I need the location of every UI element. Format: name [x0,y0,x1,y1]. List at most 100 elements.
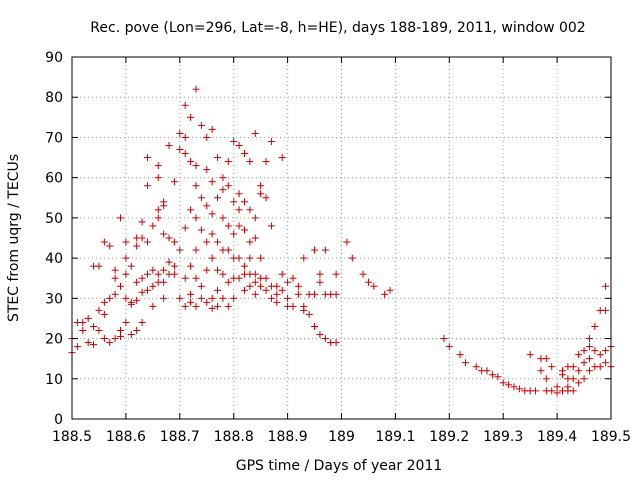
y-tick-label: 10 [45,372,63,388]
data-point [284,294,292,302]
data-point [440,335,448,343]
data-point [569,387,577,395]
data-point [246,158,254,166]
data-point [257,182,265,190]
data-point [246,206,254,214]
data-point [591,347,599,355]
data-point [510,383,518,391]
data-point [165,258,173,266]
data-point [461,359,469,367]
data-point [84,314,92,322]
data-point [580,359,588,367]
data-point [117,214,125,222]
data-point [203,133,211,141]
data-point [138,218,146,226]
data-point [230,294,238,302]
data-point [143,182,151,190]
grid-lines [72,57,611,419]
data-point [192,214,200,222]
data-point [370,282,378,290]
data-point [106,339,114,347]
data-point [300,254,308,262]
data-point [224,158,232,166]
data-point [585,343,593,351]
data-point [106,294,114,302]
data-point [192,182,200,190]
data-point [100,310,108,318]
data-point [95,306,103,314]
data-point [214,154,222,162]
data-point [208,304,216,312]
data-point [472,363,480,371]
data-point [192,162,200,170]
data-point [111,335,119,343]
data-point [214,286,222,294]
data-point [246,282,254,290]
data-point [257,190,265,198]
data-point [95,327,103,335]
data-point [165,234,173,242]
data-point [197,294,205,302]
data-point [192,302,200,310]
data-point [219,270,227,278]
data-point [100,335,108,343]
data-point [548,387,556,395]
data-point [230,230,238,238]
data-point [214,302,222,310]
data-point [100,238,108,246]
x-tick-label: 189.2 [429,429,469,445]
data-point [154,174,162,182]
data-point [240,226,248,234]
data-point [575,379,583,387]
data-point [117,333,125,341]
data-point [181,302,189,310]
data-point [278,154,286,162]
data-point [300,306,308,314]
data-point [289,302,297,310]
data-point [235,254,243,262]
data-point [214,194,222,202]
data-point [267,137,275,145]
data-point [111,266,119,274]
data-point [305,310,313,318]
data-point [208,125,216,133]
data-point [316,331,324,339]
data-point [127,331,135,339]
x-axis-label: GPS time / Days of year 2011 [236,458,443,474]
data-point [187,298,195,306]
data-point [100,298,108,306]
data-point [122,318,130,326]
data-point [149,282,157,290]
data-point [219,294,227,302]
data-point [575,367,583,375]
data-point [192,274,200,282]
data-point [251,270,259,278]
data-point [133,327,141,335]
data-point [257,282,265,290]
data-point [381,290,389,298]
data-point [240,198,248,206]
data-point [203,238,211,246]
data-point [176,294,184,302]
data-point [138,288,146,296]
data-point [149,266,157,274]
axes: 188.5 188.6 188.7 188.8 188.9 189 189.1 189.2 18… [45,50,631,445]
data-point [251,290,259,298]
x-tick-label: 189.3 [483,429,523,445]
data-point [332,270,340,278]
data-point [483,367,491,375]
data-point [224,246,232,254]
data-point [294,290,302,298]
data-point [95,262,103,270]
data-point [208,230,216,238]
data-point [224,278,232,286]
data-point [181,133,189,141]
data-point [208,210,216,218]
data-point [84,339,92,347]
data-point [235,222,243,230]
data-point [192,85,200,93]
data-point [165,141,173,149]
data-point [154,214,162,222]
data-point [138,318,146,326]
